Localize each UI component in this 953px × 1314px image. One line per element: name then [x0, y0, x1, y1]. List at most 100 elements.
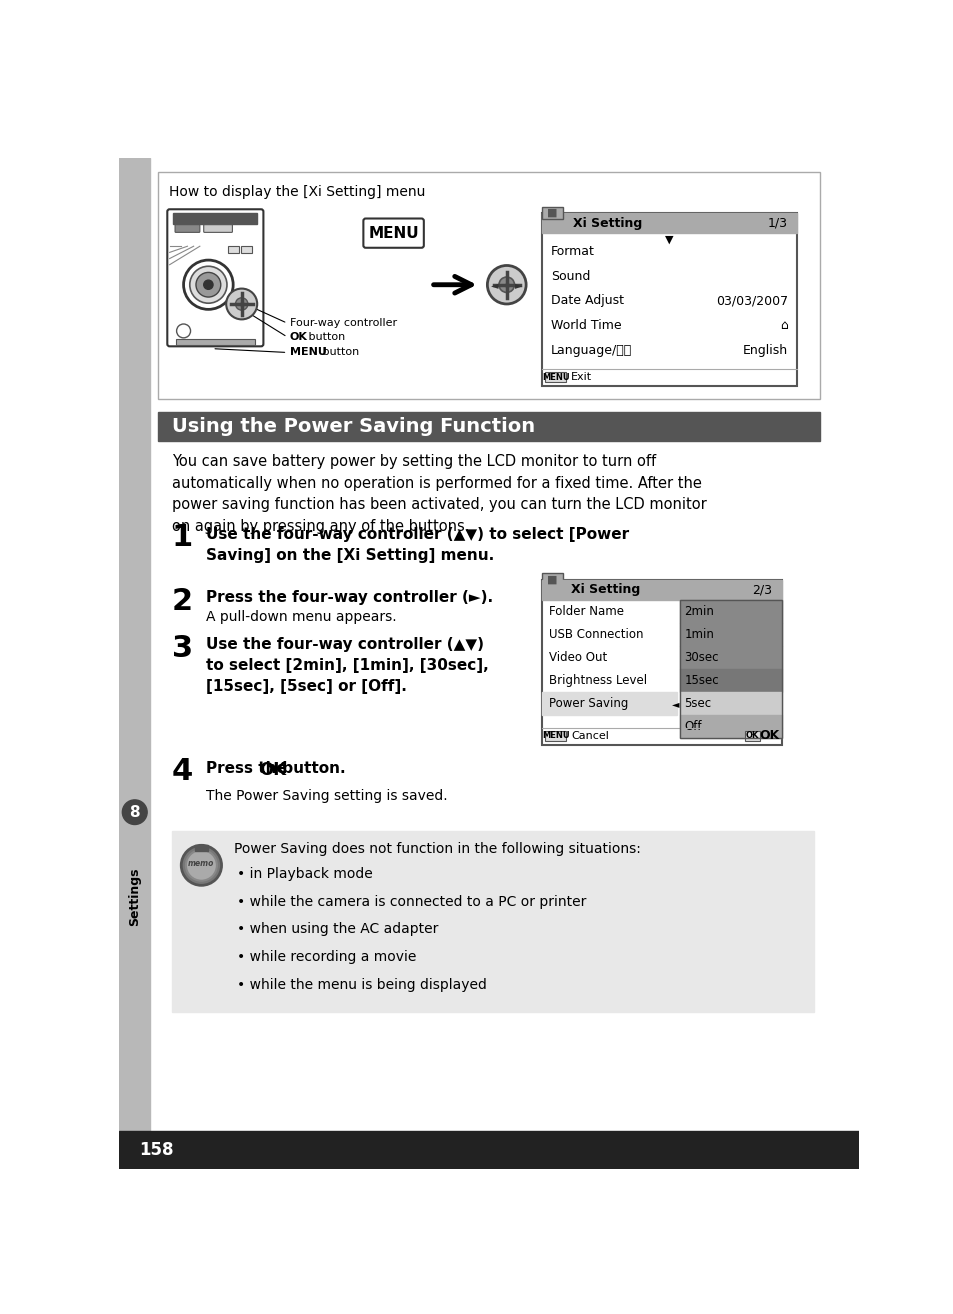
Text: 30sec: 30sec — [683, 650, 718, 664]
Bar — [158, 411, 819, 442]
Bar — [175, 339, 254, 344]
Text: 2min: 2min — [683, 604, 714, 618]
Text: The Power Saving setting is saved.: The Power Saving setting is saved. — [206, 790, 447, 803]
FancyBboxPatch shape — [744, 731, 760, 741]
Text: MENU: MENU — [541, 373, 569, 381]
Circle shape — [235, 298, 248, 310]
Text: memo: memo — [188, 859, 214, 869]
Text: Off: Off — [683, 720, 701, 733]
Text: Folder Name: Folder Name — [549, 604, 623, 618]
Circle shape — [226, 289, 257, 319]
Text: ■: ■ — [547, 208, 558, 218]
Bar — [541, 692, 677, 715]
FancyBboxPatch shape — [544, 731, 566, 741]
Text: Press the four-way controller (►).: Press the four-way controller (►). — [206, 590, 493, 606]
Text: OK: OK — [745, 732, 759, 741]
Text: button: button — [319, 347, 359, 357]
Text: ▼: ▼ — [664, 235, 673, 246]
Text: USB Connection: USB Connection — [549, 628, 643, 641]
FancyBboxPatch shape — [174, 225, 199, 233]
Bar — [119, 158, 150, 1131]
Text: Xi Setting: Xi Setting — [572, 217, 641, 230]
Text: • in Playback mode: • in Playback mode — [236, 867, 373, 880]
Text: ◄: ◄ — [671, 699, 679, 708]
Text: MENU: MENU — [541, 732, 569, 741]
Text: You can save battery power by setting the LCD monitor to turn off
automatically : You can save battery power by setting th… — [172, 455, 706, 533]
Text: ◄: ◄ — [490, 280, 497, 289]
Text: 5sec: 5sec — [683, 698, 711, 710]
Text: Brightness Level: Brightness Level — [549, 674, 647, 687]
Bar — [541, 579, 781, 599]
FancyBboxPatch shape — [363, 218, 423, 248]
Text: A pull-down menu appears.: A pull-down menu appears. — [206, 611, 396, 624]
Circle shape — [181, 845, 221, 886]
Text: OK: OK — [258, 761, 286, 779]
Text: 8: 8 — [130, 804, 140, 820]
Text: 1: 1 — [172, 523, 193, 552]
Bar — [541, 579, 781, 745]
Text: Power Saving: Power Saving — [549, 698, 628, 710]
Text: Exit: Exit — [571, 372, 592, 382]
Text: 158: 158 — [139, 1142, 173, 1159]
Text: button: button — [305, 332, 345, 342]
Bar — [541, 573, 562, 586]
Circle shape — [195, 272, 220, 297]
Circle shape — [122, 800, 147, 824]
Text: Xi Setting: Xi Setting — [571, 583, 639, 597]
Text: Date Adjust: Date Adjust — [550, 294, 623, 307]
Text: • while the camera is connected to a PC or printer: • while the camera is connected to a PC … — [236, 895, 586, 908]
Text: 3: 3 — [172, 633, 193, 662]
FancyBboxPatch shape — [204, 225, 233, 233]
Text: English: English — [742, 344, 787, 356]
Text: 4: 4 — [172, 757, 193, 786]
Text: World Time: World Time — [550, 319, 621, 332]
Bar — [679, 692, 781, 715]
Bar — [241, 246, 252, 254]
Text: ⌂: ⌂ — [780, 319, 787, 332]
Bar — [228, 246, 238, 254]
Text: Use the four-way controller (▲▼) to select [Power
Saving] on the [Xi Setting] me: Use the four-way controller (▲▼) to sele… — [206, 527, 629, 562]
Text: button.: button. — [277, 761, 346, 777]
Text: • while the menu is being displayed: • while the menu is being displayed — [236, 978, 486, 992]
Text: 15sec: 15sec — [683, 674, 719, 687]
Text: Use the four-way controller (▲▼)
to select [2min], [1min], [30sec],
[15sec], [5s: Use the four-way controller (▲▼) to sele… — [206, 636, 488, 694]
Text: 1min: 1min — [683, 628, 714, 641]
Text: 2/3: 2/3 — [752, 583, 772, 597]
Text: 1/3: 1/3 — [767, 217, 787, 230]
Text: MENU: MENU — [290, 347, 326, 357]
Bar — [172, 832, 813, 1012]
Bar — [679, 623, 781, 646]
Text: Four-way controller: Four-way controller — [290, 318, 396, 328]
Bar — [679, 599, 781, 623]
Text: Press the: Press the — [206, 761, 292, 777]
Text: • while recording a movie: • while recording a movie — [236, 950, 416, 964]
Text: ►: ► — [515, 280, 522, 289]
Circle shape — [176, 325, 191, 338]
Text: ■: ■ — [547, 574, 558, 585]
Bar — [541, 213, 797, 386]
Text: Video Out: Video Out — [549, 650, 607, 664]
Text: Language/言語: Language/言語 — [550, 344, 632, 356]
Text: • when using the AC adapter: • when using the AC adapter — [236, 922, 438, 937]
Text: Settings: Settings — [128, 867, 141, 926]
Bar — [119, 1131, 858, 1169]
Bar — [679, 599, 781, 738]
Circle shape — [190, 267, 227, 304]
Bar — [679, 646, 781, 669]
Circle shape — [183, 260, 233, 309]
Bar — [679, 715, 781, 738]
Circle shape — [498, 277, 514, 293]
Text: Using the Power Saving Function: Using the Power Saving Function — [172, 417, 535, 436]
Bar — [158, 172, 819, 398]
Bar — [541, 208, 562, 219]
Text: Sound: Sound — [550, 269, 590, 283]
Text: Format: Format — [550, 246, 594, 258]
Bar — [541, 213, 797, 233]
Text: Power Saving does not function in the following situations:: Power Saving does not function in the fo… — [233, 842, 640, 857]
Text: MENU: MENU — [368, 226, 418, 240]
Bar — [679, 669, 781, 692]
Circle shape — [487, 265, 525, 304]
Text: How to display the [Xi Setting] menu: How to display the [Xi Setting] menu — [169, 185, 425, 200]
Text: 03/03/2007: 03/03/2007 — [715, 294, 787, 307]
Bar — [173, 213, 257, 223]
